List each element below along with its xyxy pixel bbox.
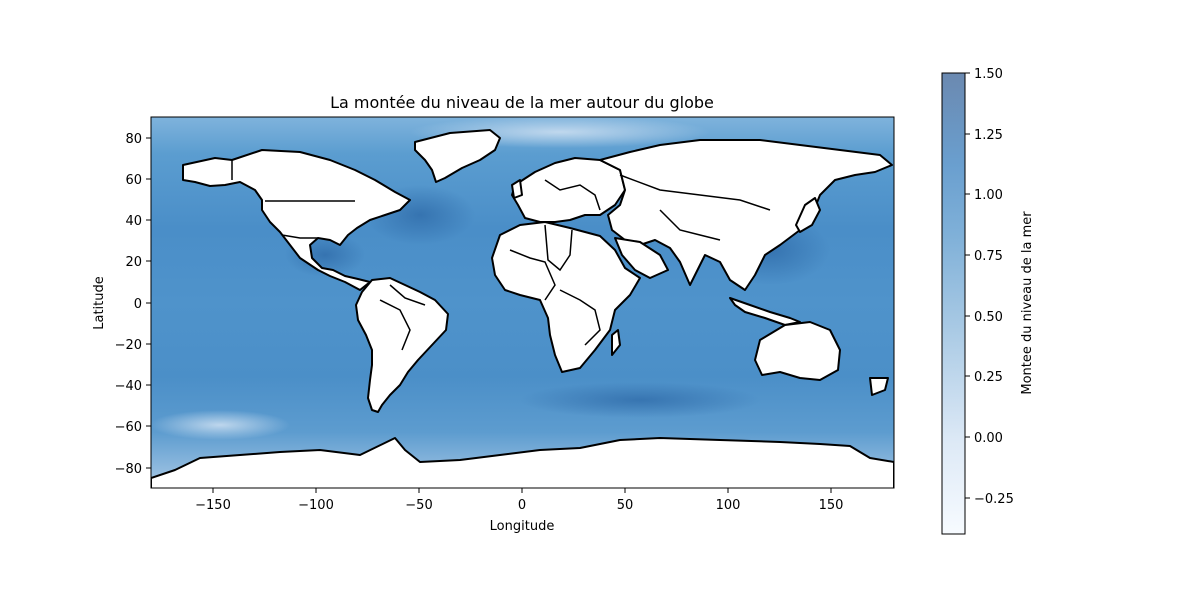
land — [151, 129, 894, 488]
border-asia-1 — [619, 174, 771, 211]
asia — [599, 139, 893, 291]
colorbar-tick-label: 0.00 — [974, 431, 1003, 446]
colorbar-gradient — [941, 72, 966, 535]
colorbar-tick-label: −0.25 — [974, 492, 1014, 507]
africa — [491, 221, 641, 373]
australia — [754, 321, 841, 381]
new-zealand — [869, 377, 889, 396]
coldspot-south-pacific — [151, 410, 290, 440]
x-tick-label: −150 — [195, 498, 231, 513]
x-tick-label: 150 — [819, 498, 844, 513]
border-sa-2 — [389, 284, 426, 306]
x-axis: −150 −100 −50 0 50 100 150 Longitude — [195, 488, 843, 534]
hotspot-southern — [520, 382, 760, 418]
x-tick-label: 100 — [716, 498, 741, 513]
y-tick-label: −80 — [115, 462, 142, 477]
colorbar-tick-label: 0.75 — [974, 249, 1003, 264]
chart-title: La montée du niveau de la mer autour du … — [330, 93, 714, 112]
border-africa-3 — [559, 289, 601, 346]
x-tick-label: 0 — [518, 498, 526, 513]
antarctica — [151, 437, 894, 488]
colorbar-tick-label: 1.00 — [974, 188, 1003, 203]
border-africa-2 — [509, 249, 556, 301]
colorbar-tick-label: 0.25 — [974, 370, 1003, 385]
x-tick-label: −50 — [405, 498, 432, 513]
map-area — [151, 117, 894, 488]
country-borders — [231, 160, 771, 351]
colorbar-tick-label: 1.25 — [974, 128, 1003, 143]
x-axis-label: Longitude — [490, 519, 555, 534]
south-america — [355, 277, 449, 413]
y-tick-label: −20 — [115, 338, 142, 353]
border-us-mexico — [281, 234, 318, 239]
colorbar-tick-label: 1.50 — [974, 67, 1003, 82]
y-axis: 80 60 40 20 0 −20 −40 −60 −80 Latitude — [92, 132, 151, 477]
border-europe — [544, 179, 601, 211]
uk — [511, 179, 523, 199]
greenland — [414, 129, 501, 183]
y-tick-label: 80 — [125, 132, 142, 147]
border-sa-1 — [379, 299, 411, 351]
north-america — [182, 149, 411, 291]
x-tick-label: 50 — [617, 498, 634, 513]
colorbar: 1.50 1.25 1.00 0.75 0.50 0.25 0.00 −0.25… — [941, 67, 1035, 535]
border-africa-1 — [544, 224, 573, 272]
madagascar — [611, 329, 621, 356]
colorbar-tick-label: 0.50 — [974, 310, 1003, 325]
x-tick-label: −100 — [298, 498, 334, 513]
y-tick-label: 60 — [125, 173, 142, 188]
japan — [795, 197, 821, 233]
y-tick-label: 20 — [125, 255, 142, 270]
y-tick-label: −60 — [115, 420, 142, 435]
arabia — [614, 237, 669, 279]
y-tick-label: 40 — [125, 214, 142, 229]
colorbar-label: Montee du niveau de la mer — [1020, 211, 1035, 395]
y-tick-label: −40 — [115, 379, 142, 394]
y-tick-label: 0 — [134, 297, 142, 312]
y-axis-label: Latitude — [92, 276, 107, 330]
europe — [511, 157, 626, 223]
border-asia-2 — [659, 209, 721, 241]
